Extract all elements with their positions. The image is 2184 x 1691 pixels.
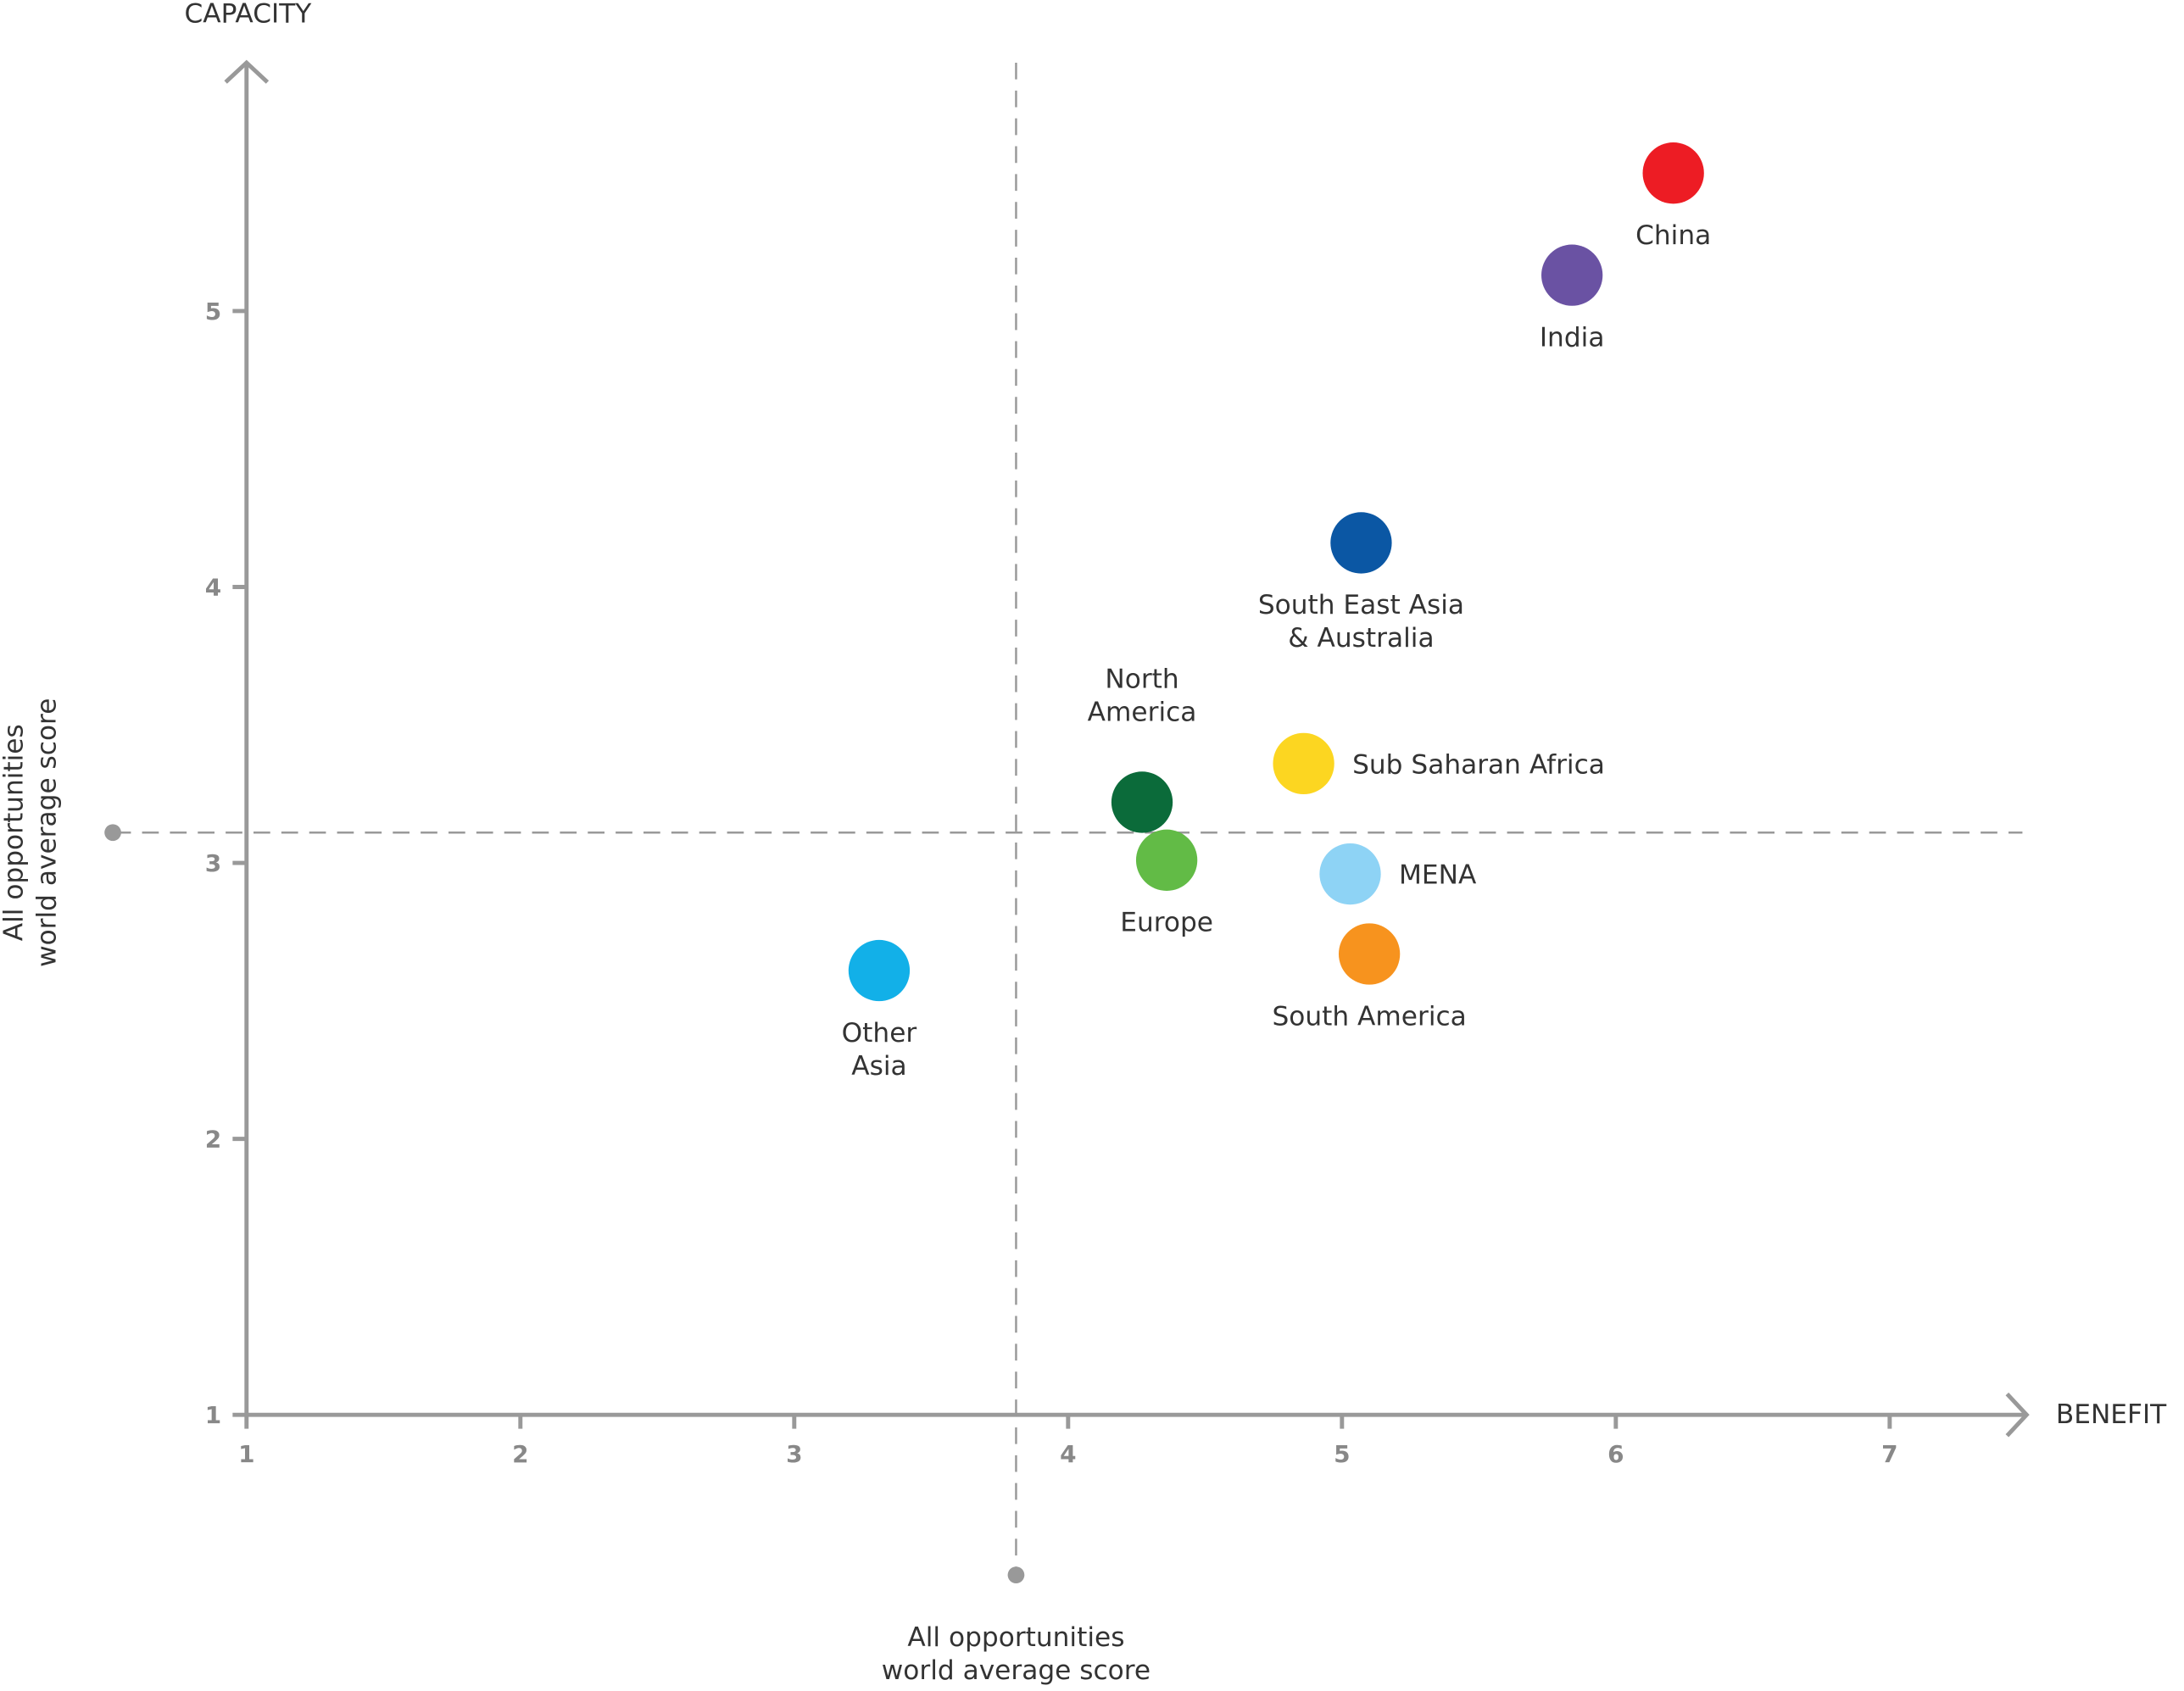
point (1135, 829, 1198, 891)
point-label: Europe (1120, 908, 1213, 938)
x-tick-label: 4 (1060, 1440, 1076, 1468)
x-tick-label: 5 (1334, 1440, 1350, 1468)
y-tick-label: 1 (205, 1401, 221, 1429)
y-tick-label: 5 (205, 298, 221, 325)
y-tick-label: 2 (205, 1125, 221, 1153)
point (1338, 923, 1401, 985)
point (1273, 732, 1334, 795)
point-label: South East Asia & Australia (1258, 590, 1464, 654)
point-label: North America (1088, 665, 1197, 728)
point-label: MENA (1399, 860, 1477, 891)
y-tick-label: 3 (205, 849, 221, 877)
x-tick-label: 2 (512, 1440, 528, 1468)
point (1642, 142, 1704, 204)
point-label: Other Asia (842, 1018, 917, 1082)
y-axis-arrow (224, 59, 270, 84)
reference-dot-y (104, 824, 121, 842)
reference-dot-x (1007, 1566, 1025, 1583)
x-axis-title: BENEFIT (2056, 1399, 2167, 1430)
y-axis-title: CAPACITY (184, 0, 312, 29)
reference-x-label: All opportunities world average score (882, 1622, 1150, 1686)
y-tick-label: 4 (205, 573, 221, 601)
point-label: Sub Saharan Africa (1352, 749, 1605, 780)
point-label: China (1635, 220, 1711, 251)
x-axis-arrow (2005, 1392, 2030, 1438)
x-tick-label: 3 (786, 1440, 802, 1468)
x-tick-label: 6 (1607, 1440, 1624, 1468)
point-label: South America (1272, 1001, 1466, 1032)
point (1319, 843, 1381, 905)
point (1111, 771, 1173, 833)
x-tick-label: 7 (1881, 1440, 1897, 1468)
point (848, 939, 911, 1002)
point (1330, 512, 1392, 574)
x-tick-label: 1 (238, 1440, 254, 1468)
point-label: India (1540, 322, 1605, 353)
point (1541, 244, 1603, 306)
reference-y-label: All opportunities world average score (0, 698, 62, 967)
